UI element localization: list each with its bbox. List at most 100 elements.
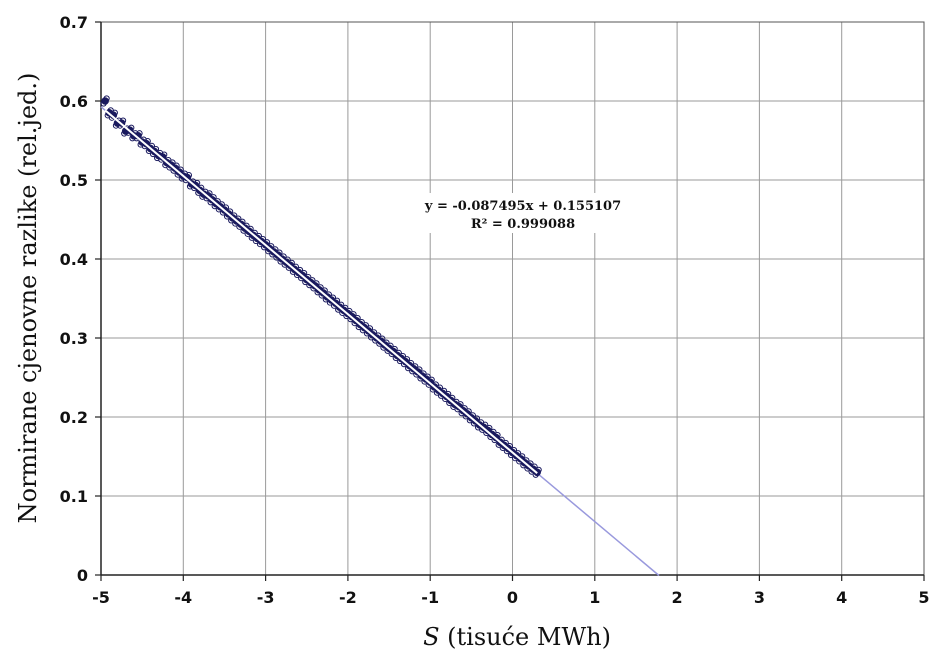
y-tick-label: 0.1 [60,487,88,506]
x-tick-label: -1 [421,588,439,607]
data-point-marker [408,360,415,367]
data-point-marker [112,122,120,129]
data-point-marker [333,297,341,304]
data-point-marker [152,145,160,153]
data-point-marker [362,322,369,329]
data-point-marker [276,249,283,256]
data-point-marker [128,124,135,131]
data-point-marker [218,201,225,208]
data-point-marker [119,117,127,124]
data-point-marker [387,342,394,349]
x-tick-label: -5 [92,588,110,607]
r-squared-value: R² = 0.999088 [471,217,575,232]
data-point-marker [354,315,361,322]
data-point-marker [449,394,456,402]
x-axis-title-symbol: S [423,623,439,651]
y-tick-label: 0.3 [60,329,88,348]
data-point-marker [412,363,419,370]
data-point-marker [301,269,308,277]
data-point-marker [416,366,423,373]
data-point-marker [103,95,110,102]
data-point-marker [210,194,217,201]
data-point-marker [309,277,316,284]
equation-box: y = -0.087495x + 0.155107 R² = 0.999088 [420,193,626,233]
fit-line-segment [104,109,538,474]
plot-frame [95,21,925,581]
data-point-marker [515,450,522,457]
equation-background [420,193,626,233]
data-point-marker [457,401,464,408]
data-point-marker [465,408,472,415]
x-tick-label: 3 [754,588,765,607]
y-tick-labels: 0 0.1 0.2 0.3 0.4 0.5 0.6 0.7 [60,13,88,585]
data-point-marker [399,352,406,360]
x-tick-label: -4 [174,588,192,607]
y-tick-label: 0.5 [60,171,88,190]
data-point-marker [144,138,151,145]
grid [100,21,925,576]
data-point-marker [346,307,353,315]
data-point-marker [321,287,328,294]
x-tick-label: -3 [257,588,275,607]
y-tick-label: 0.2 [60,408,88,427]
data-point-marker [288,259,295,266]
data-point-marker [222,204,230,211]
x-tick-label: 0 [507,588,518,607]
y-tick-label: 0 [77,566,88,585]
x-axis-title: S (tisuće MWh) [423,623,611,651]
data-point-marker [482,421,489,428]
y-axis-title: Normirane cjenovne razlike (rel.jed.) [14,73,42,524]
data-point-marker [461,405,468,412]
data-point-marker [313,280,320,287]
data-point-marker [519,453,526,460]
data-point-marker [424,373,431,380]
data-point-marker [350,311,357,318]
data-point-marker [194,179,201,187]
data-point-marker [379,335,386,342]
data-point-marker [391,345,398,353]
data-point-marker [440,387,448,394]
data-point-marker [100,100,107,107]
data-point-marker [420,370,427,377]
data-point-marker [506,443,513,450]
x-axis-title-text: (tisuće MWh) [440,623,611,651]
data-point-marker [296,266,304,274]
data-point-marker [531,463,538,470]
data-point-marker [136,130,143,137]
data-point-marker [527,460,534,467]
data-point-marker [206,190,213,197]
data-point-marker [169,159,176,166]
data-point-marker [264,239,271,246]
data-point-marker [177,166,184,173]
data-point-marker [329,294,337,301]
data-point-marker [383,339,390,346]
data-point-marker [395,349,402,356]
data-point-marker [342,304,349,311]
data-point-marker [494,431,501,439]
y-tick-label: 0.6 [60,92,88,111]
data-point-marker [185,172,193,179]
data-point-marker [473,415,481,422]
data-point-marker [428,376,435,383]
x-tick-label: 5 [918,588,929,607]
data-point-marker [121,130,128,137]
y-tick-label: 0.7 [60,13,88,32]
x-tick-labels: -5 -4 -3 -2 -1 0 1 2 3 4 5 [92,588,929,607]
data-point-marker [445,390,452,398]
x-tick-label: -2 [339,588,357,607]
data-point-marker [375,332,382,339]
data-point-marker [111,109,118,116]
data-point-marker [490,428,497,435]
data-point-marker [317,284,324,291]
x-tick-label: 2 [672,588,683,607]
data-point-marker [535,466,542,473]
data-point-marker [366,325,374,332]
x-tick-label: 4 [836,588,847,607]
trendline-equation: y = -0.087495x + 0.155107 [424,199,621,214]
data-point-marker [403,356,411,363]
x-tick-label: 1 [589,588,600,607]
data-point-marker [161,151,168,158]
data-point-marker [486,424,493,432]
y-tick-label: 0.4 [60,250,88,269]
